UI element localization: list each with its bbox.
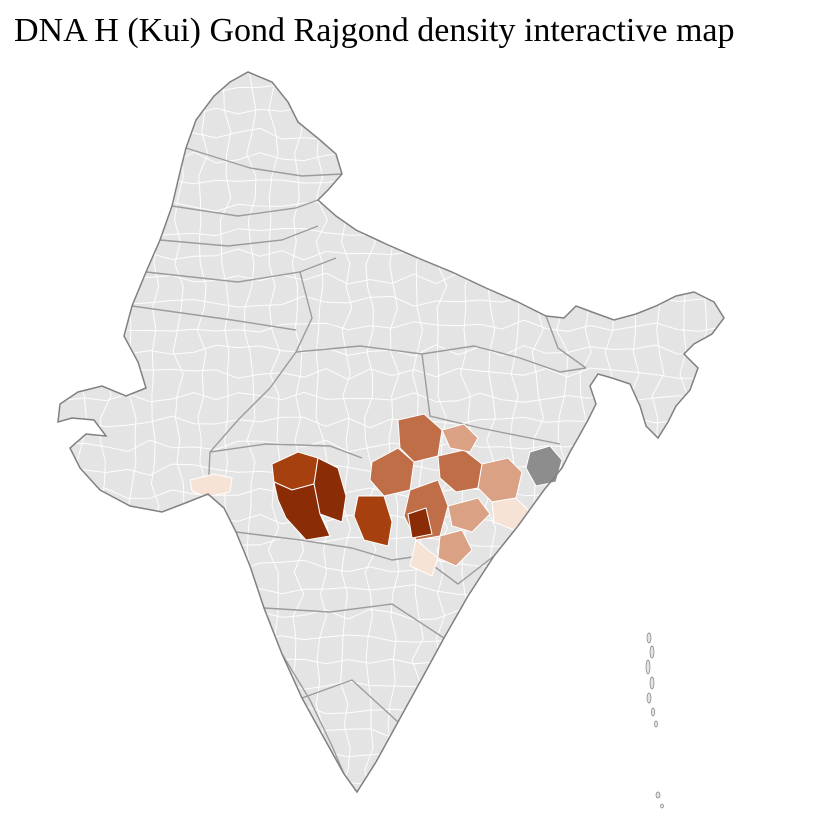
state-border bbox=[301, 679, 399, 723]
district-border-line bbox=[58, 80, 723, 93]
page-title: DNA H (Kui) Gond Rajgond density interac… bbox=[14, 12, 735, 49]
district-border-line bbox=[603, 72, 616, 792]
district-border-line bbox=[627, 72, 640, 792]
island bbox=[645, 659, 651, 675]
state-border bbox=[295, 345, 587, 373]
district-region-west-pale[interactable] bbox=[189, 473, 233, 498]
island bbox=[646, 692, 652, 704]
district-border-line bbox=[58, 367, 723, 381]
district-border-line bbox=[58, 127, 723, 141]
district-border-line bbox=[699, 72, 713, 792]
district-region-east-6[interactable] bbox=[441, 423, 479, 453]
island bbox=[654, 720, 658, 728]
district-border-line bbox=[675, 72, 689, 792]
district-region-east-5[interactable] bbox=[409, 539, 439, 577]
district-border-line bbox=[58, 175, 723, 188]
district-border-line bbox=[58, 343, 723, 357]
island bbox=[651, 707, 655, 717]
island bbox=[649, 676, 655, 690]
district-border-line bbox=[58, 223, 723, 237]
district-border-line bbox=[315, 72, 329, 792]
state-border bbox=[209, 443, 363, 459]
state-border bbox=[207, 387, 271, 495]
india-basemap[interactable] bbox=[58, 72, 724, 792]
island bbox=[649, 645, 655, 659]
district-region-east-central-3[interactable] bbox=[353, 495, 393, 547]
island bbox=[660, 803, 664, 809]
district-border-line bbox=[58, 775, 723, 789]
district-region-east-3[interactable] bbox=[447, 497, 491, 533]
district-border-line bbox=[58, 319, 723, 333]
district-border-line bbox=[58, 104, 723, 117]
district-border-line bbox=[75, 72, 89, 792]
district-border-line bbox=[291, 72, 305, 792]
state-border bbox=[545, 315, 587, 369]
district-border-line bbox=[58, 151, 723, 165]
district-region-gray-east[interactable] bbox=[525, 445, 563, 487]
district-border-line bbox=[58, 72, 64, 792]
district-region-east-central-5[interactable] bbox=[407, 507, 433, 539]
state-border bbox=[235, 531, 421, 561]
state-border bbox=[269, 271, 313, 389]
state-border bbox=[281, 653, 345, 775]
india-outline bbox=[57, 71, 725, 794]
state-border bbox=[145, 257, 337, 283]
district-region-central-3[interactable] bbox=[273, 481, 331, 541]
state-border bbox=[185, 147, 343, 177]
state-border bbox=[171, 199, 319, 217]
state-border bbox=[263, 603, 445, 639]
district-border-line bbox=[58, 199, 723, 213]
state-border bbox=[131, 305, 297, 331]
state-border bbox=[421, 353, 561, 445]
district-border-line bbox=[723, 72, 724, 792]
island bbox=[655, 791, 661, 799]
district-region-east-4[interactable] bbox=[437, 529, 473, 567]
state-border bbox=[159, 225, 319, 247]
island bbox=[646, 632, 652, 644]
